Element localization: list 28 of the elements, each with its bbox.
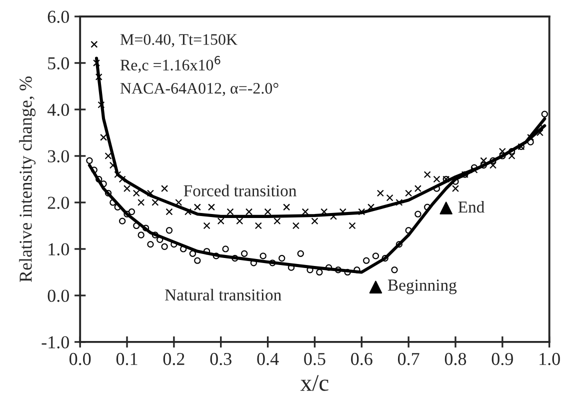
- x-tick-label: 0.1: [116, 352, 138, 366]
- x-tick-label: 0.9: [492, 352, 513, 366]
- y-tick-label: 6.0: [48, 10, 69, 23]
- x-tick-label: 0.5: [304, 352, 326, 366]
- annotation: End: [458, 200, 484, 213]
- y-tick-label: 2.0: [48, 196, 69, 209]
- y-tick-label: 4.0: [47, 104, 69, 116]
- annotation: Beginning: [388, 280, 457, 294]
- annotation: Natural transition: [165, 288, 282, 301]
- y-tick-label: 1.0: [48, 243, 69, 256]
- y-tick-label: 3.0: [48, 150, 69, 162]
- x-tick-label: 1.0: [540, 352, 560, 366]
- annotation: NACA-64A012, α=-2.0°: [120, 82, 278, 96]
- x-tick-label: 0.8: [444, 352, 466, 366]
- y-tick-label: 0.0: [48, 290, 69, 302]
- x-axis-title: x/c: [300, 375, 328, 391]
- x-tick-label: 0.7: [398, 352, 420, 366]
- x-tick-label: 0.2: [163, 352, 184, 366]
- x-tick-label: 0.3: [210, 352, 232, 366]
- x-tick-label: 0.6: [351, 352, 372, 366]
- y-axis-title: Relative intensity change, %: [19, 76, 36, 282]
- x-tick-label: 0.4: [257, 352, 279, 366]
- annotation: M=0.40, Tt=150K: [120, 34, 238, 48]
- annotation: Forced transition: [184, 184, 296, 196]
- y-tick-label: 5.0: [48, 57, 69, 70]
- y-tick-label: -1.0: [42, 336, 69, 348]
- x-tick-label: 0.0: [69, 352, 91, 366]
- annotation: Re,c =1.16x10$^{6}$: [120, 56, 220, 73]
